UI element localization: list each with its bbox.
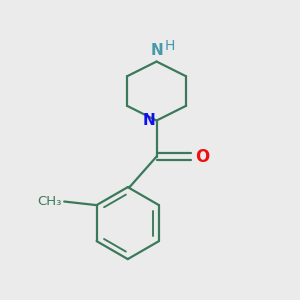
Text: CH₃: CH₃ — [37, 195, 62, 208]
Text: O: O — [195, 148, 209, 166]
Text: N: N — [150, 43, 163, 58]
Text: H: H — [165, 39, 175, 53]
Text: N: N — [142, 113, 155, 128]
